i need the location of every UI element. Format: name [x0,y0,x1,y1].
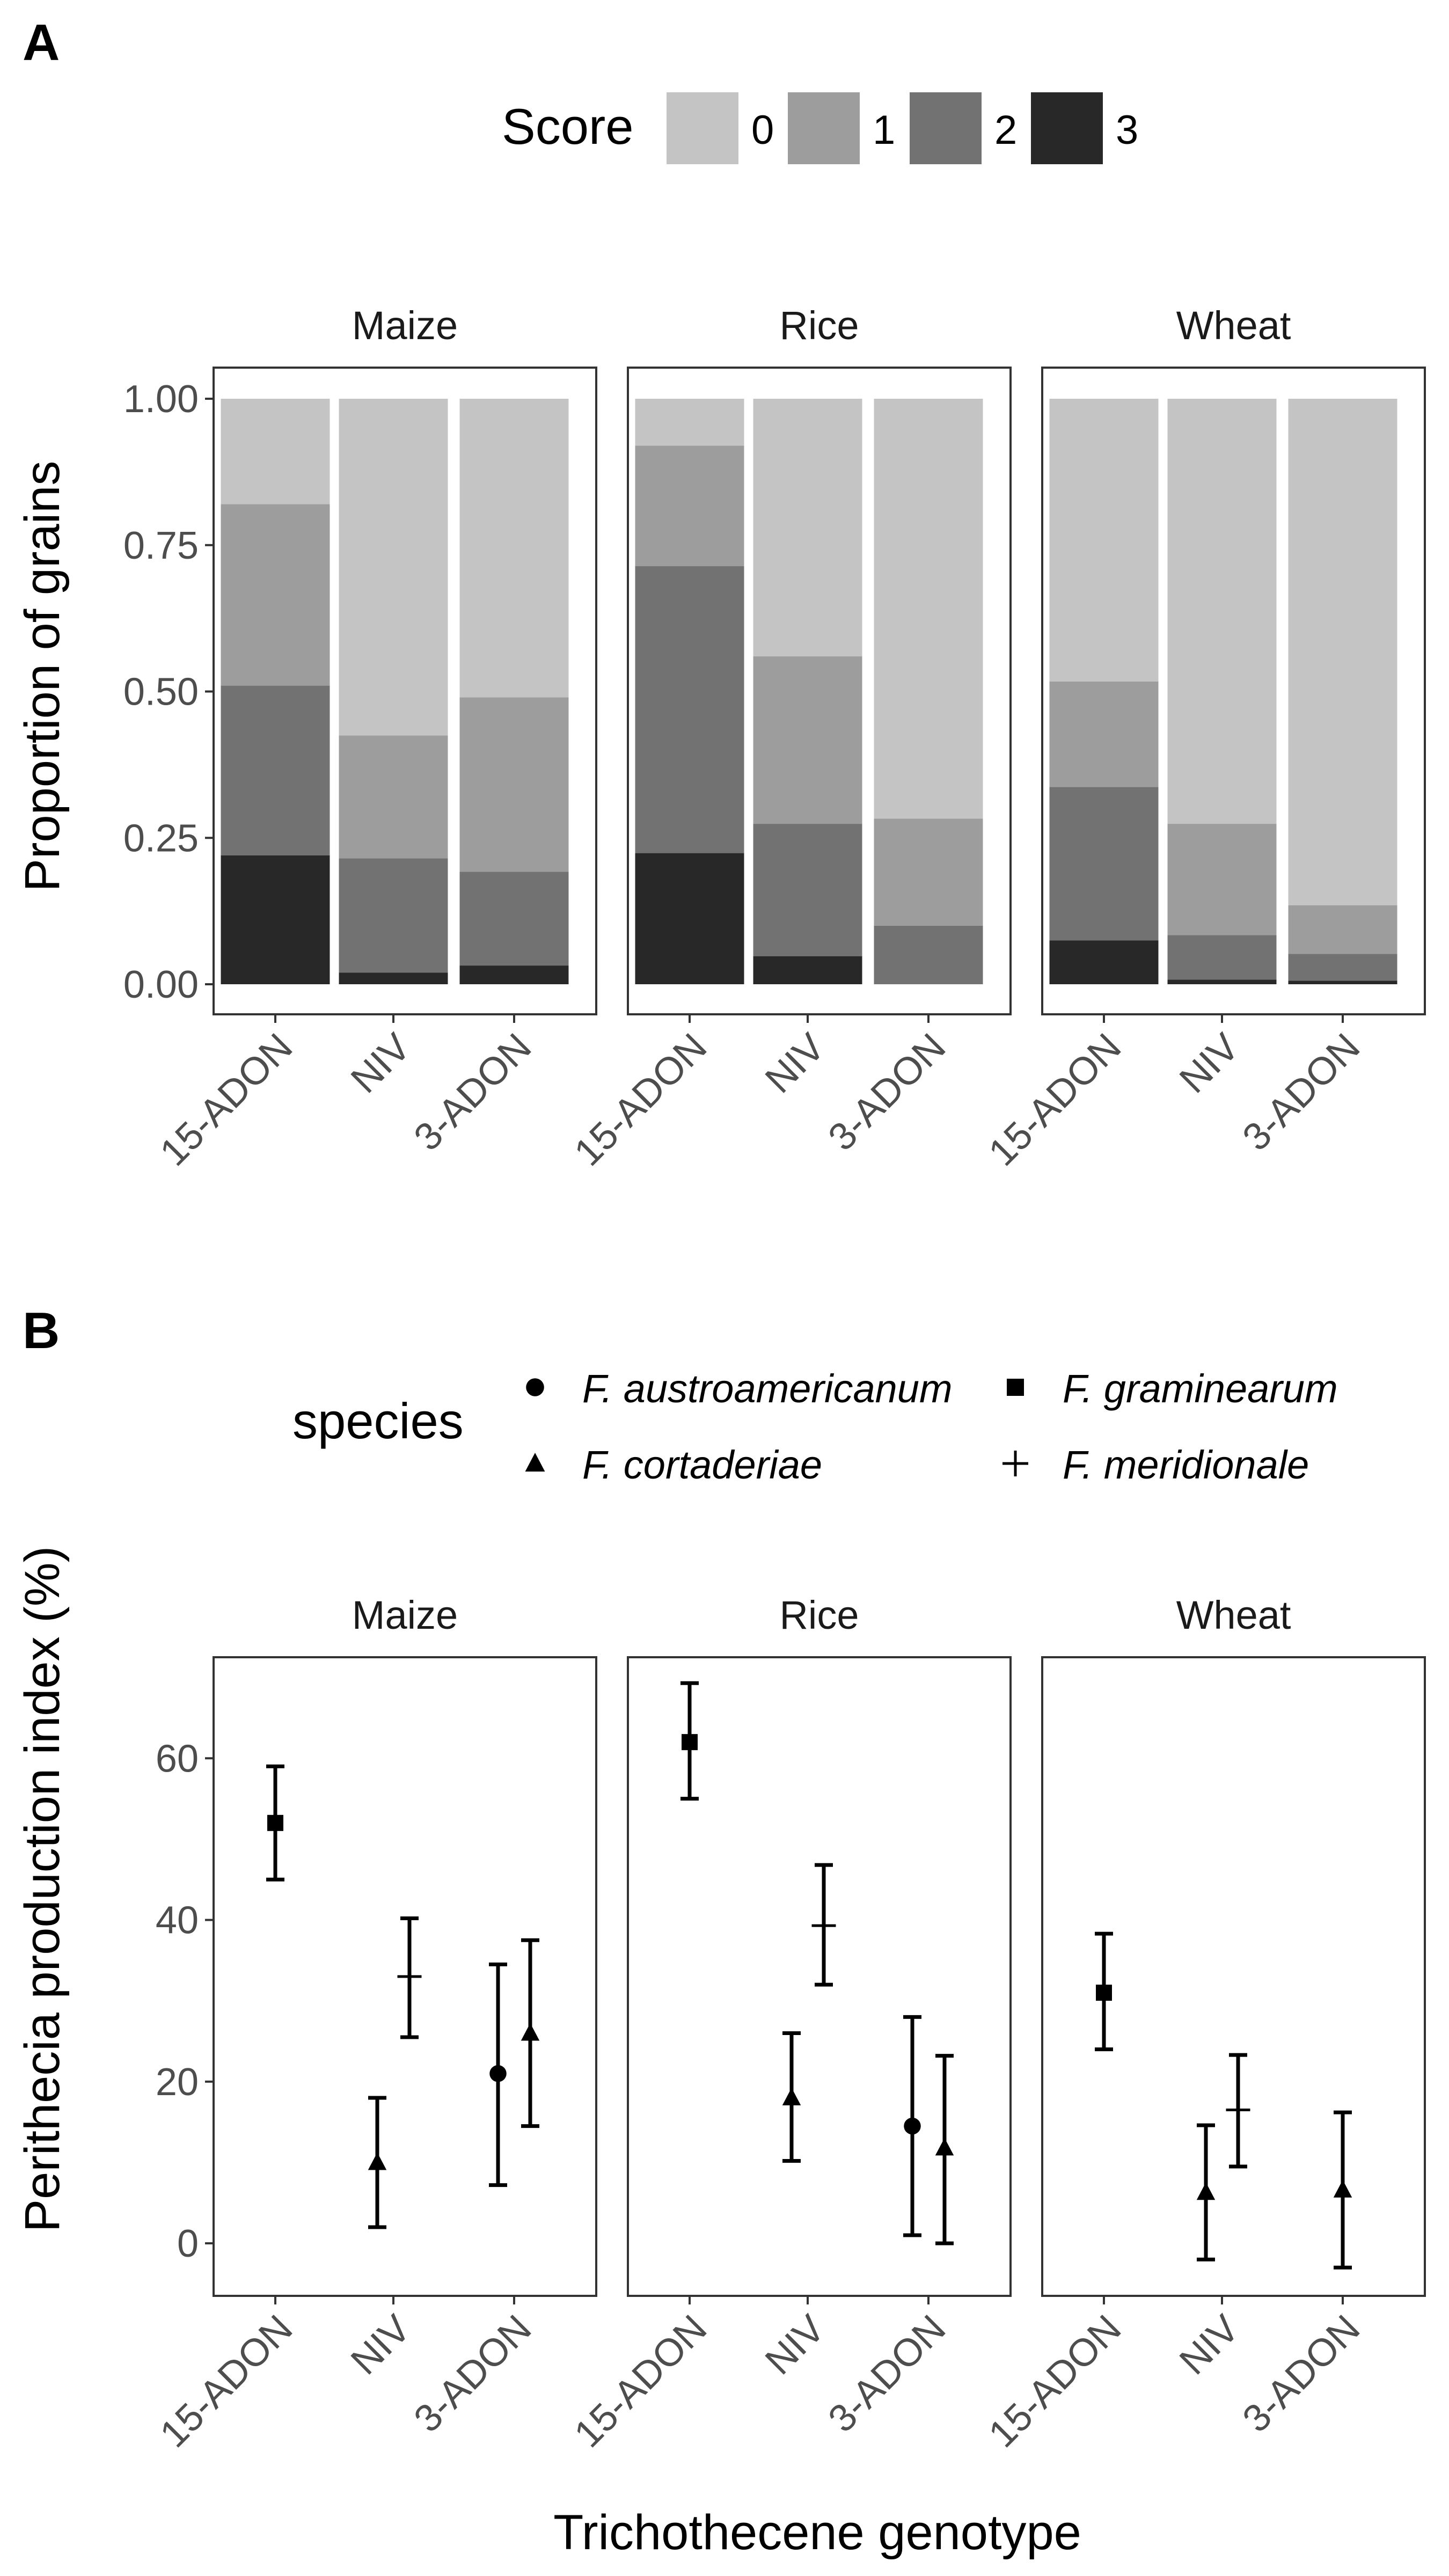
legend-a-label-0: 0 [751,107,774,153]
bar-segment-rice-NIV-score-2 [753,824,862,956]
bar-segment-maize-3-ADON-score-0 [459,399,569,698]
point-maize-NIV-plus [397,1964,422,1989]
legend-a-items: 0 1 2 3 [667,92,1138,164]
point-wheat-15-ADON-square [1096,1985,1112,2001]
bar-segment-rice-3-ADON-score-0 [874,399,983,819]
legend-b-label-2: F. cortaderiae [582,1443,822,1487]
bar-segment-wheat-15-ADON-score-0 [1049,399,1159,682]
point-rice-3-ADON-circle [904,2117,921,2135]
bar-segment-wheat-15-ADON-score-2 [1049,787,1159,941]
legend-a-key-2 [910,92,982,164]
legend-a-key-1 [788,92,860,164]
panel-label-a: A [23,14,60,71]
legend-a-label-1: 1 [873,107,895,153]
bar-segment-wheat-15-ADON-score-1 [1049,681,1159,787]
legend-a-key-0 [667,92,738,164]
point-wheat-NIV-plus [1226,2098,1250,2123]
bar-segment-maize-15-ADON-score-1 [221,504,330,686]
bar-segment-rice-15-ADON-score-0 [635,399,744,446]
point-rice-NIV-triangle [782,2088,801,2106]
point-rice-15-ADON-square [682,1734,698,1751]
bar-segment-maize-15-ADON-score-2 [221,685,330,855]
panel-label-b: B [23,1302,60,1359]
point-maize-NIV-triangle [368,2152,387,2170]
bar-segment-maize-NIV-score-0 [339,399,448,736]
bar-segment-rice-15-ADON-score-1 [635,445,744,567]
point-rice-NIV-plus [811,1913,836,1938]
legend-a-label-3: 3 [1116,107,1138,153]
legend-a: Score 0 1 2 3 [502,92,1138,164]
facet-a-strip-wheat: Wheat [1176,303,1291,348]
bar-segment-wheat-3-ADON-score-1 [1288,905,1397,954]
point-rice-3-ADON-triangle [935,2138,954,2156]
facet-b-strip-wheat: Wheat [1176,1593,1291,1637]
y-tick-label-b: 40 [156,1899,199,1942]
facet-b-panel-wheat [1041,1656,1426,2297]
facet-b-panel-rice [627,1656,1012,2297]
legend-b-key-square-icon [1007,1379,1024,1396]
bar-segment-maize-NIV-score-3 [339,972,448,984]
bar-segment-rice-3-ADON-score-2 [874,925,983,984]
facet-a-strip-rice: Rice [779,303,859,348]
bar-segment-wheat-NIV-score-1 [1167,824,1277,935]
bar-segment-rice-NIV-score-1 [753,656,862,824]
bar-segment-wheat-3-ADON-score-2 [1288,954,1397,981]
bar-segment-wheat-3-ADON-score-0 [1288,399,1397,905]
bar-segment-wheat-NIV-score-0 [1167,399,1277,824]
point-wheat-3-ADON-triangle [1333,2179,1352,2198]
legend-b-key-triangle-icon [525,1453,545,1472]
bar-segment-maize-NIV-score-1 [339,735,448,859]
bar-segment-wheat-NIV-score-2 [1167,935,1277,980]
legend-b-label-3: F. meridionale [1063,1443,1309,1487]
point-wheat-NIV-triangle [1196,2182,1216,2200]
bar-segment-maize-3-ADON-score-3 [459,965,569,984]
y-tick-label-a: 0.50 [123,671,199,714]
bar-segment-wheat-15-ADON-score-3 [1049,940,1159,984]
legend-b-label-0: F. austroamericanum [582,1366,953,1411]
bar-segment-maize-NIV-score-2 [339,858,448,973]
bar-segment-wheat-3-ADON-score-3 [1288,980,1397,984]
legend-b: species F. austroamericanum F. graminearu… [292,1366,1338,1487]
y-tick-label-b: 0 [177,2222,199,2265]
bar-segment-wheat-NIV-score-3 [1167,979,1277,984]
point-maize-3-ADON-circle [489,2065,507,2082]
bar-segment-rice-NIV-score-3 [753,956,862,984]
legend-a-key-3 [1031,92,1103,164]
legend-b-key-plus-icon [1002,1451,1028,1476]
bar-segment-maize-15-ADON-score-0 [221,399,330,504]
y-tick-label-a: 1.00 [123,378,199,421]
y-tick-label-a: 0.00 [123,963,199,1006]
facet-a-strip-maize: Maize [352,303,458,348]
bar-segment-rice-15-ADON-score-3 [635,853,744,984]
bar-segment-rice-3-ADON-score-1 [874,818,983,926]
point-maize-15-ADON-square [267,1814,283,1831]
legend-a-label-2: 2 [994,107,1017,153]
chart-a-ylabel: Proportion of grains [15,461,70,892]
point-maize-3-ADON-triangle [521,2023,540,2041]
y-tick-label-b: 20 [156,2061,199,2104]
facet-b-strip-rice: Rice [779,1593,859,1637]
bar-segment-maize-3-ADON-score-1 [459,697,569,872]
bar-segment-rice-15-ADON-score-2 [635,566,744,853]
bar-segment-maize-15-ADON-score-3 [221,855,330,984]
facet-b-strip-maize: Maize [352,1593,458,1637]
legend-b-title: species [292,1393,464,1449]
y-tick-label-a: 0.75 [123,524,199,567]
chart-b-xlabel: Trichothecene genotype [553,2505,1081,2560]
y-tick-label-a: 0.25 [123,817,199,860]
y-tick-label-b: 60 [156,1737,199,1780]
bar-segment-rice-NIV-score-0 [753,399,862,657]
legend-a-title: Score [502,98,634,155]
legend-b-label-1: F. graminearum [1063,1366,1338,1411]
legend-b-key-circle-icon [526,1378,544,1396]
bar-segment-maize-3-ADON-score-2 [459,872,569,966]
chart-b-ylabel: Perithecia production index (%) [15,1546,70,2232]
legend-b-items: F. austroamericanum F. graminearum F. cort… [525,1366,1338,1487]
